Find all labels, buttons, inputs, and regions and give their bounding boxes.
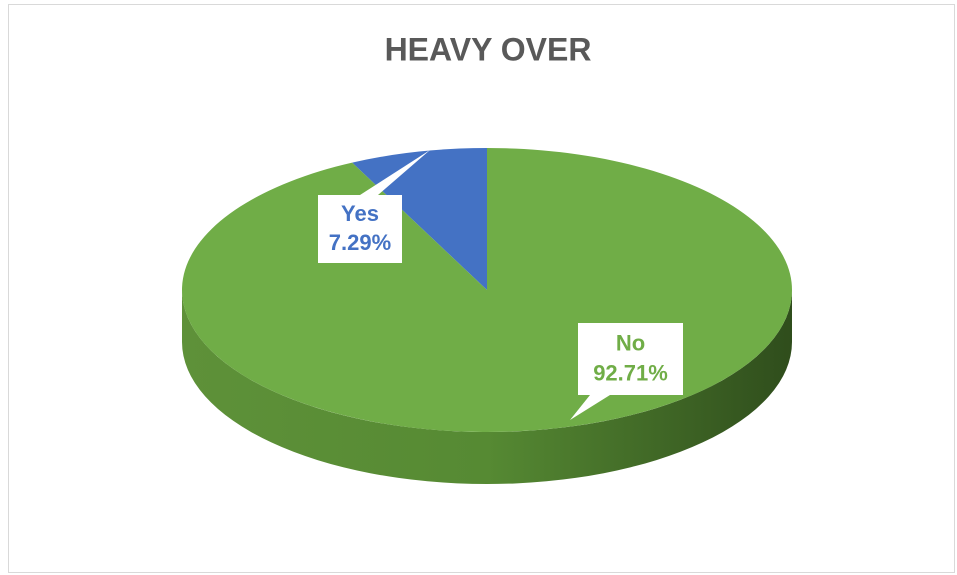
data-label-value: 7.29% [329, 230, 391, 255]
chart-title: HEAVY OVER [385, 31, 592, 67]
data-label-category: Yes [341, 201, 379, 226]
pie-side [182, 290, 792, 484]
pie-top [182, 148, 792, 432]
callout-box [318, 195, 402, 263]
callout-box [578, 323, 683, 395]
callout-pointer [570, 395, 610, 420]
data-labels: Yes 7.29% No 92.71% [318, 150, 683, 420]
pie-slice [182, 148, 792, 432]
callout-pointer [360, 150, 430, 195]
pie-side-segment [182, 290, 792, 484]
data-label-value: 92.71% [593, 361, 668, 386]
data-label-category: No [616, 330, 645, 355]
